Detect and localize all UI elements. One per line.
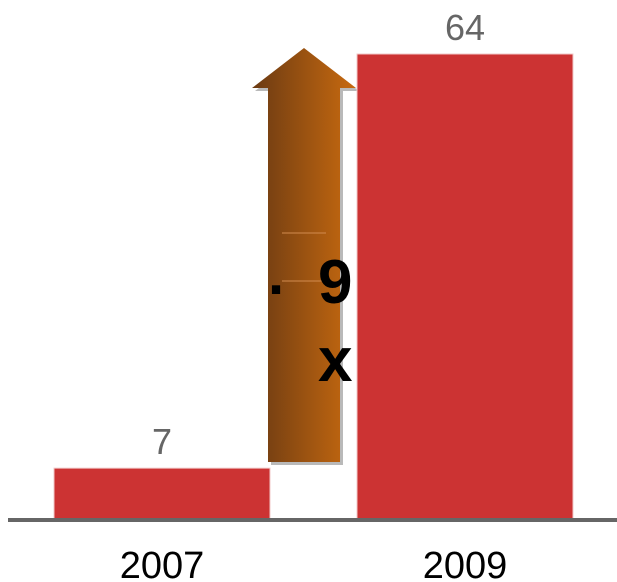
value-labels-group: 7 64 xyxy=(152,7,485,462)
growth-annotation-suffix: x xyxy=(318,326,353,395)
growth-annotation-number: 9 xyxy=(318,248,353,317)
x-tick-label-2009: 2009 xyxy=(423,545,508,582)
bars-group xyxy=(53,53,574,520)
growth-arrow-shape xyxy=(252,48,356,462)
bar-2009 xyxy=(356,53,574,520)
data-label-2009: 64 xyxy=(445,7,485,48)
x-tick-label-2007: 2007 xyxy=(120,545,205,582)
bar-2007 xyxy=(53,467,271,520)
growth-annotation-dot: . xyxy=(268,242,285,307)
data-label-2007: 7 xyxy=(152,421,172,462)
category-labels-group: 2007 2009 xyxy=(120,545,508,582)
growth-arrow xyxy=(252,48,359,465)
